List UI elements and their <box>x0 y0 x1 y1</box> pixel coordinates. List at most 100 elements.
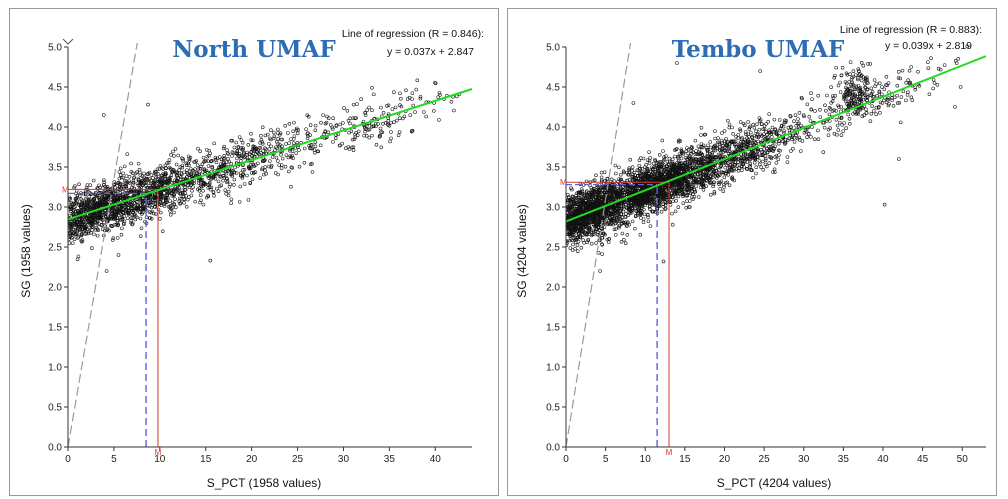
data-point <box>568 238 572 243</box>
data-point <box>629 200 634 204</box>
data-point <box>351 102 356 107</box>
data-point <box>130 212 135 217</box>
data-point <box>620 215 625 220</box>
data-point <box>580 198 584 202</box>
data-point <box>279 166 284 170</box>
data-point <box>381 122 385 126</box>
data-point <box>641 217 646 221</box>
data-point <box>86 227 90 232</box>
data-point <box>266 132 270 137</box>
data-point <box>163 172 167 177</box>
data-point <box>165 200 169 204</box>
data-point <box>273 148 277 152</box>
data-point <box>159 174 164 179</box>
y-tick-label: 0.5 <box>48 403 62 414</box>
data-point <box>413 110 417 114</box>
data-point <box>398 116 402 120</box>
data-point <box>162 204 167 208</box>
data-point <box>123 206 128 210</box>
data-point <box>730 176 734 181</box>
data-point <box>663 185 668 190</box>
data-point <box>569 186 573 190</box>
data-point <box>670 191 674 196</box>
data-point <box>587 195 592 200</box>
data-point <box>131 178 136 183</box>
data-point <box>292 120 296 125</box>
data-point <box>184 161 189 166</box>
x-tick-label: 0 <box>65 454 71 465</box>
data-point <box>661 149 665 153</box>
data-point <box>152 192 157 197</box>
data-point <box>197 178 201 183</box>
data-point <box>164 196 169 200</box>
data-point <box>87 198 91 203</box>
data-point <box>667 156 672 161</box>
data-point <box>596 232 600 237</box>
data-point <box>181 177 185 181</box>
data-point <box>571 242 575 247</box>
data-point <box>110 211 114 215</box>
data-point <box>351 148 356 152</box>
data-point <box>418 94 423 99</box>
data-point <box>577 210 582 214</box>
data-point <box>636 209 640 214</box>
data-point <box>186 183 190 188</box>
data-point <box>269 163 274 168</box>
data-point <box>665 183 669 187</box>
data-point <box>263 133 268 138</box>
data-point <box>572 196 576 200</box>
data-point <box>268 159 272 163</box>
data-point <box>290 166 295 170</box>
data-point <box>72 237 77 242</box>
data-point <box>112 216 117 220</box>
data-point <box>287 122 292 126</box>
data-point <box>326 130 331 135</box>
data-point <box>178 196 182 201</box>
data-point <box>401 116 405 121</box>
data-point <box>683 177 688 182</box>
data-point <box>604 214 609 218</box>
data-point <box>95 218 100 223</box>
data-point <box>449 100 454 104</box>
data-point <box>386 103 391 108</box>
data-point <box>607 189 612 193</box>
data-point <box>734 135 738 139</box>
y-tick-label: 0.0 <box>48 443 62 454</box>
data-point <box>676 194 681 199</box>
data-point <box>102 178 106 182</box>
y-tick-label: 3.0 <box>48 203 62 214</box>
data-point <box>249 162 253 167</box>
data-point <box>89 231 93 235</box>
data-point <box>287 169 291 174</box>
data-point <box>568 234 572 238</box>
data-point <box>722 175 727 180</box>
data-point <box>91 225 95 229</box>
data-point <box>676 154 680 159</box>
data-point <box>75 220 80 224</box>
data-point <box>711 184 715 189</box>
data-point <box>225 179 230 183</box>
data-point <box>170 181 174 185</box>
data-point <box>75 228 80 233</box>
data-point <box>590 200 595 204</box>
data-point <box>250 138 255 143</box>
data-point <box>313 128 318 133</box>
data-point <box>388 139 392 144</box>
data-point <box>234 140 238 145</box>
data-point <box>152 198 157 203</box>
data-point <box>132 204 136 208</box>
data-point <box>263 168 267 173</box>
data-point <box>381 111 386 115</box>
data-point <box>260 167 264 172</box>
data-point <box>575 243 580 248</box>
data-point <box>590 232 595 237</box>
data-point <box>77 202 81 207</box>
data-point <box>92 197 96 202</box>
data-point <box>433 81 438 86</box>
data-point <box>363 129 367 134</box>
data-point <box>247 166 252 170</box>
data-point <box>627 166 632 170</box>
data-point <box>650 198 655 202</box>
data-point <box>238 184 243 189</box>
data-point <box>115 194 120 199</box>
